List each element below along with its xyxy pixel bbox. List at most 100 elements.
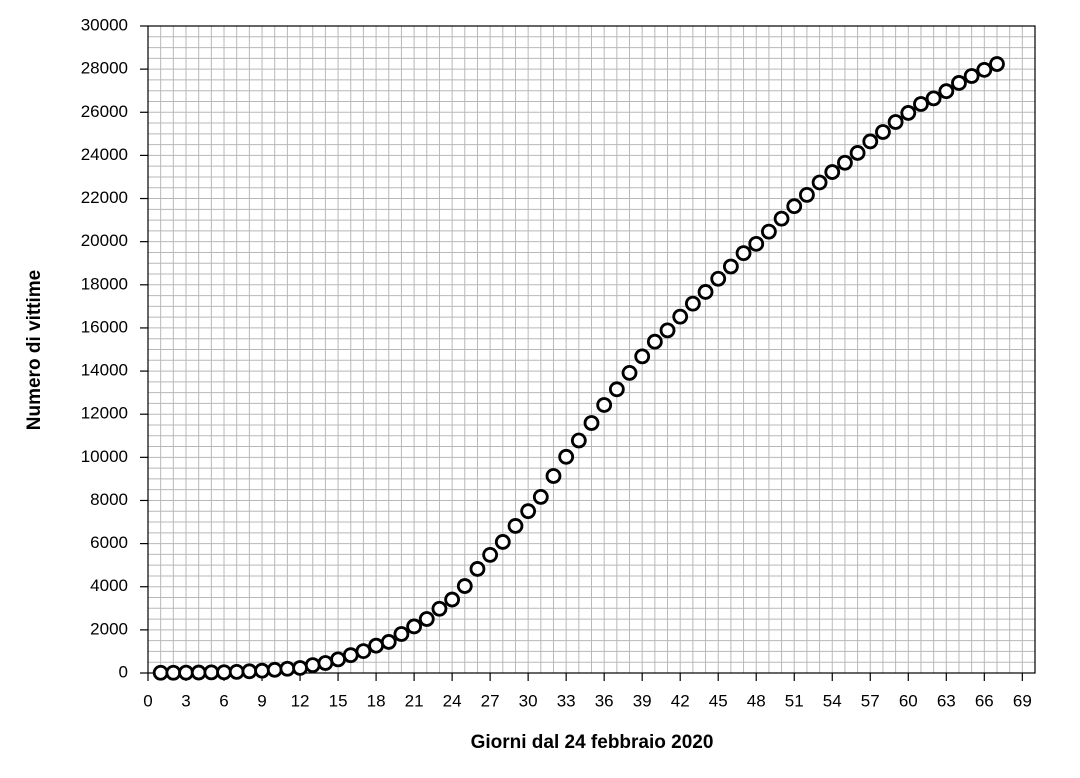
data-point [393, 626, 410, 642]
data-point [241, 663, 258, 680]
data-point [621, 364, 638, 381]
data-point [887, 114, 904, 130]
y-tick-label: 20000 [81, 231, 128, 250]
data-point [545, 468, 562, 484]
data-point [938, 83, 955, 100]
data-point [380, 634, 397, 650]
data-point [304, 657, 321, 674]
x-tick-label: 48 [747, 691, 766, 710]
x-tick-label: 6 [219, 691, 228, 710]
x-tick-label: 0 [143, 691, 152, 710]
y-tick-label: 28000 [81, 59, 128, 78]
x-tick-label: 9 [257, 691, 266, 710]
data-point [482, 547, 499, 563]
y-axis-title: Numero di vittime [24, 270, 45, 430]
data-point [228, 663, 245, 680]
y-tick-label: 12000 [81, 404, 128, 423]
x-tick-label: 3 [181, 691, 190, 710]
y-tick-label: 26000 [81, 102, 128, 121]
data-point [596, 397, 613, 413]
x-tick-label: 63 [937, 691, 956, 710]
data-point [507, 518, 524, 534]
x-tick-label: 18 [367, 691, 386, 710]
data-point [913, 96, 929, 112]
data-point [608, 381, 625, 398]
x-tick-label: 69 [1013, 691, 1032, 710]
data-point [165, 664, 182, 681]
x-tick-label: 36 [595, 691, 614, 710]
data-point [418, 611, 435, 627]
data-point [406, 618, 423, 635]
data-point [811, 174, 828, 191]
data-point [355, 643, 372, 659]
y-tick-label: 22000 [81, 188, 128, 207]
x-tick-label: 27 [481, 691, 500, 710]
data-point [722, 258, 739, 275]
y-tick-label: 18000 [81, 274, 128, 293]
data-point [963, 68, 980, 84]
data-point [748, 235, 765, 252]
data-point [342, 647, 359, 664]
data-point [697, 284, 714, 300]
x-tick-label: 33 [557, 691, 576, 710]
data-point [583, 415, 600, 431]
data-point [292, 660, 308, 676]
data-point [152, 664, 169, 681]
data-point [203, 664, 220, 681]
data-point [925, 90, 942, 107]
x-tick-label: 51 [785, 691, 804, 710]
y-tick-label: 0 [119, 662, 128, 681]
x-tick-label: 60 [899, 691, 918, 710]
x-tick-label: 12 [291, 691, 310, 710]
data-point [646, 333, 663, 350]
data-point [773, 210, 790, 227]
y-tick-label: 16000 [81, 317, 128, 336]
data-point [330, 651, 346, 668]
data-point [799, 186, 815, 203]
data-point [266, 661, 283, 678]
data-point [178, 664, 194, 681]
data-point [989, 56, 1005, 72]
y-tick-label: 8000 [90, 490, 128, 509]
x-axis-title: Giorni dal 24 febbraio 2020 [471, 732, 714, 753]
x-tick-label: 57 [861, 691, 880, 710]
data-point [837, 154, 853, 171]
data-point [317, 655, 334, 671]
data-point [672, 308, 689, 325]
data-point [824, 164, 841, 180]
data-point [444, 591, 461, 608]
data-point [684, 295, 701, 312]
y-tick-label: 4000 [90, 576, 128, 595]
data-point [532, 489, 549, 505]
data-point [570, 432, 587, 449]
x-tick-label: 30 [519, 691, 538, 710]
data-point [494, 534, 511, 550]
data-point [951, 75, 967, 91]
data-point [849, 145, 866, 161]
data-point [761, 223, 777, 240]
data-point [456, 578, 473, 594]
data-point [190, 664, 207, 681]
data-point [634, 348, 651, 365]
data-point [469, 561, 486, 577]
data-point [254, 662, 270, 679]
y-tick-label: 24000 [81, 145, 128, 164]
data-point [279, 660, 296, 677]
data-point [976, 61, 993, 78]
x-tick-label: 66 [975, 691, 994, 710]
x-tick-label: 54 [823, 691, 842, 710]
y-tick-label: 14000 [81, 361, 128, 380]
data-point [520, 503, 537, 520]
data-point [900, 105, 917, 121]
data-point [431, 600, 448, 617]
x-tick-label: 42 [671, 691, 690, 710]
data-point [659, 322, 676, 339]
data-point [862, 133, 879, 150]
data-point [368, 637, 384, 654]
y-tick-label: 6000 [90, 533, 128, 552]
x-tick-label: 39 [633, 691, 652, 710]
plot-frame [147, 25, 1036, 674]
x-tick-label: 21 [405, 691, 424, 710]
data-point [786, 198, 803, 215]
